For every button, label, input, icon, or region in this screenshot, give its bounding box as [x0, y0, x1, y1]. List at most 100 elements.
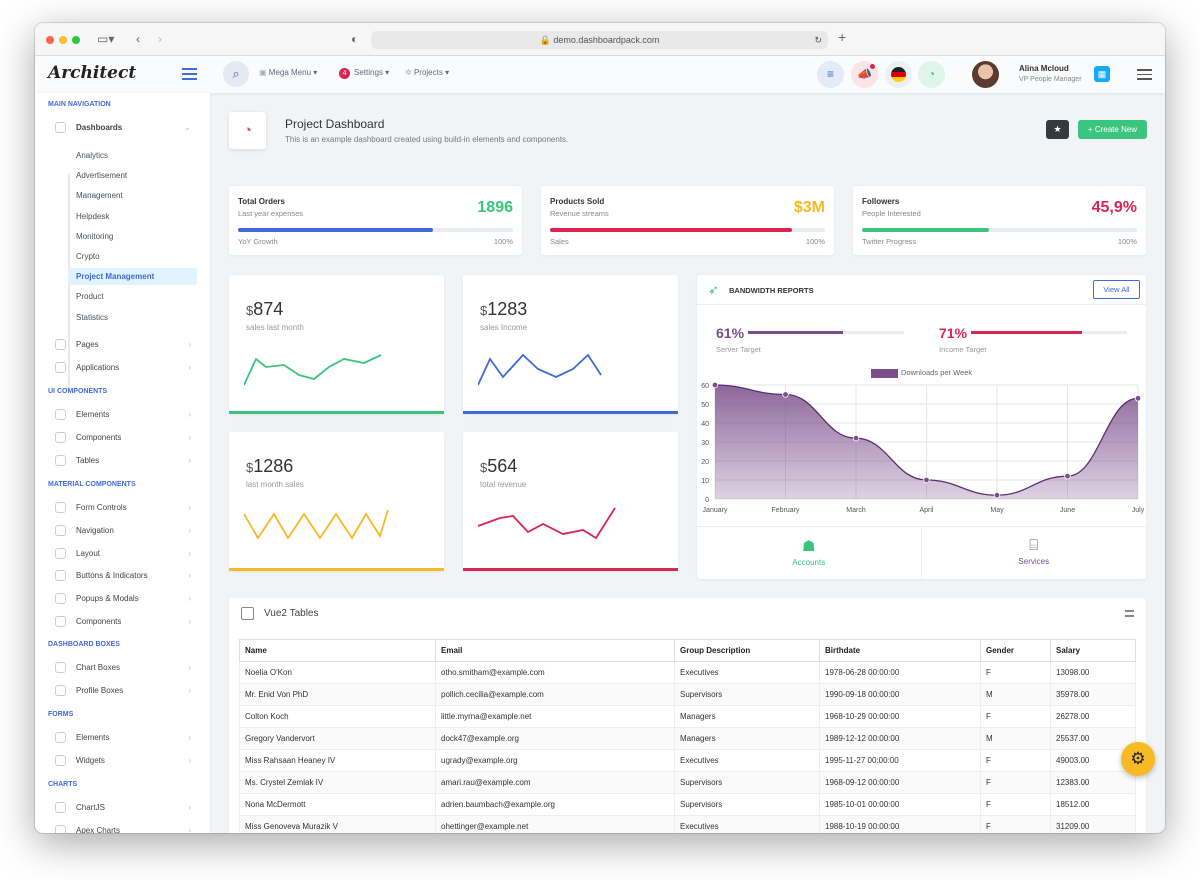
column-header[interactable]: Salary — [1050, 639, 1136, 662]
address-bar[interactable]: 🔒 demo.dashboardpack.com ↻ — [371, 31, 828, 49]
table-cell: Supervisors — [674, 793, 820, 816]
new-tab-icon[interactable]: + — [838, 29, 847, 45]
sidebar-item-chart-boxes[interactable]: Chart Boxes › — [55, 659, 195, 677]
income-target-value: 71% — [939, 325, 968, 341]
table-cell: 1988-10-19 00:00:00 — [819, 815, 981, 833]
maximize-window-button[interactable] — [72, 36, 80, 44]
data-point — [1064, 472, 1071, 480]
table-cell: 26278.00 — [1050, 705, 1136, 728]
table-cell: F — [980, 793, 1051, 816]
column-header[interactable]: Birthdate — [819, 639, 981, 662]
megaphone-icon[interactable]: 📣 — [851, 61, 878, 88]
sidebar-item-applications[interactable]: Applications › — [55, 359, 195, 377]
activity-icon[interactable]: ◔ — [918, 61, 945, 88]
widget-progress-label: Twitter Progress — [862, 237, 917, 246]
column-header[interactable]: Group Description — [674, 639, 820, 662]
sidebar-subitem-monitoring[interactable]: Monitoring — [76, 231, 114, 241]
options-menu-icon[interactable] — [1137, 69, 1152, 83]
calendar-icon[interactable]: ▦ — [1094, 66, 1110, 82]
sidebar-item-elements[interactable]: Elements › — [55, 406, 195, 424]
diamond-icon — [55, 432, 66, 443]
sidebar-subitem-statistics[interactable]: Statistics — [76, 312, 109, 322]
projects-menu[interactable]: ✲ Projects ▾ — [405, 68, 450, 77]
search-icon[interactable]: ⌕ — [223, 61, 249, 87]
table-row[interactable]: Gregory Vandervort dock47@example.org Mana… — [239, 727, 1136, 750]
create-new-button[interactable]: + Create New — [1078, 120, 1147, 139]
shield-icon[interactable]: ◐ — [351, 32, 359, 46]
logo[interactable]: Architect — [48, 63, 137, 83]
close-window-button[interactable] — [46, 36, 54, 44]
sparkline-line — [478, 353, 602, 386]
sidebar-subitem-helpdesk[interactable]: Helpdesk — [76, 211, 110, 221]
table-row[interactable]: Miss Rahsaan Heaney IV ugrady@example.org… — [239, 749, 1136, 772]
back-icon[interactable]: ‹ — [136, 32, 140, 46]
sidebar-item-tables[interactable]: Tables › — [55, 452, 195, 470]
table-cell: F — [980, 705, 1051, 728]
sidebar-item-buttons-indicators[interactable]: Buttons & Indicators › — [55, 567, 195, 585]
settings-menu[interactable]: 4 Settings ▾ — [339, 68, 389, 79]
table-row[interactable]: Noelia O'Kon otho.smitham@example.com Exec… — [239, 661, 1136, 684]
rocket-icon — [55, 122, 66, 133]
sidebar-subitem-analytics[interactable]: Analytics — [76, 151, 109, 160]
view-all-button[interactable]: View All — [1093, 280, 1140, 299]
table-row[interactable]: Mr. Enid Von PhD pollich.cecilia@example.… — [239, 683, 1136, 706]
widget-progress-percent: 100% — [493, 237, 513, 246]
y-tick-label: 20 — [701, 459, 709, 466]
sidebar-item-profile-boxes[interactable]: Profile Boxes › — [55, 682, 195, 700]
bandwidth-reports-card: ➶ Bandwidth Reports View All 61% Server … — [697, 275, 1147, 580]
legend-swatch — [871, 368, 898, 378]
sidebar-subitem-product[interactable]: Product — [76, 292, 104, 302]
table-cell: Supervisors — [674, 683, 820, 706]
table-menu-icon[interactable] — [1125, 610, 1134, 617]
mini-accent-bar — [229, 568, 444, 571]
reload-icon[interactable]: ↻ — [814, 35, 822, 45]
sidebar-toggle-button[interactable] — [182, 68, 197, 83]
sidebar-item-pages[interactable]: Pages › — [55, 336, 195, 354]
diamond-icon — [55, 616, 66, 627]
services-button[interactable]: ⌸ Services — [922, 527, 1147, 580]
chevron-right-icon: › — [188, 340, 191, 349]
sidebar-item-popups-modals[interactable]: Popups & Modals › — [55, 590, 195, 608]
sidebar-subitem-project-management[interactable]: Project Management — [68, 268, 197, 286]
mega-menu[interactable]: ▣ Mega Menu ▾ — [259, 68, 318, 77]
settings-label: Settings — [354, 68, 383, 77]
sidebar-item-navigation[interactable]: Navigation › — [55, 522, 195, 540]
sidebar-item-widgets[interactable]: Widgets › — [55, 752, 195, 770]
language-flag-icon[interactable] — [885, 61, 912, 88]
diamond-icon — [55, 502, 66, 513]
sidebar-item-form-controls[interactable]: Form Controls › — [55, 499, 195, 517]
menu-icon[interactable]: ≡ — [817, 61, 844, 88]
sidebar-item-layout[interactable]: Layout › — [55, 545, 195, 563]
table-cell: 1995-11-27 00:00:00 — [819, 749, 981, 772]
table-row[interactable]: Ms. Crystel Zemlak IV amari.rau@example.c… — [239, 771, 1136, 794]
avatar[interactable] — [972, 61, 999, 88]
data-point — [852, 435, 860, 442]
sidebar-item-apex-charts[interactable]: Apex Charts › — [55, 822, 195, 833]
sidebar-subitem-crypto[interactable]: Crypto — [76, 252, 100, 261]
sidebar-subitem-management[interactable]: Management — [76, 191, 123, 201]
column-header[interactable]: Email — [435, 639, 675, 662]
x-tick-label: July — [1132, 507, 1145, 514]
sidebar-subitem-advertisement[interactable]: Advertisement — [76, 171, 128, 181]
legend-label: Downloads per Week — [901, 368, 973, 377]
mini-value-number: 1283 — [487, 299, 528, 319]
sidebar-item-components[interactable]: Components › — [55, 613, 195, 631]
table-cell: dock47@example.org — [435, 727, 675, 750]
sidebar-item-components[interactable]: Components › — [55, 429, 195, 447]
diamond-icon — [55, 547, 66, 559]
forward-icon[interactable]: › — [158, 32, 162, 46]
sidebar-toggle-icon[interactable]: ▭▾ — [97, 32, 115, 46]
table-row[interactable]: Nona McDermott adrien.baumbach@example.or… — [239, 793, 1136, 816]
column-header[interactable]: Name — [239, 639, 436, 662]
sidebar-item-label: Elements — [76, 733, 110, 742]
column-header[interactable]: Gender — [980, 639, 1051, 662]
sidebar-item-dashboards[interactable]: Dashboards ⌄ — [55, 119, 195, 137]
accounts-button[interactable]: ☗ Accounts — [697, 527, 922, 580]
settings-gear-button[interactable]: ⚙ — [1121, 742, 1155, 776]
sidebar-item-chartjs[interactable]: ChartJS › — [55, 799, 195, 817]
minimize-window-button[interactable] — [59, 36, 67, 44]
table-row[interactable]: Colton Koch little.myrna@example.net Manag… — [239, 705, 1136, 728]
sidebar-item-elements[interactable]: Elements › — [55, 729, 195, 747]
favorite-button[interactable]: ★ — [1046, 120, 1069, 139]
